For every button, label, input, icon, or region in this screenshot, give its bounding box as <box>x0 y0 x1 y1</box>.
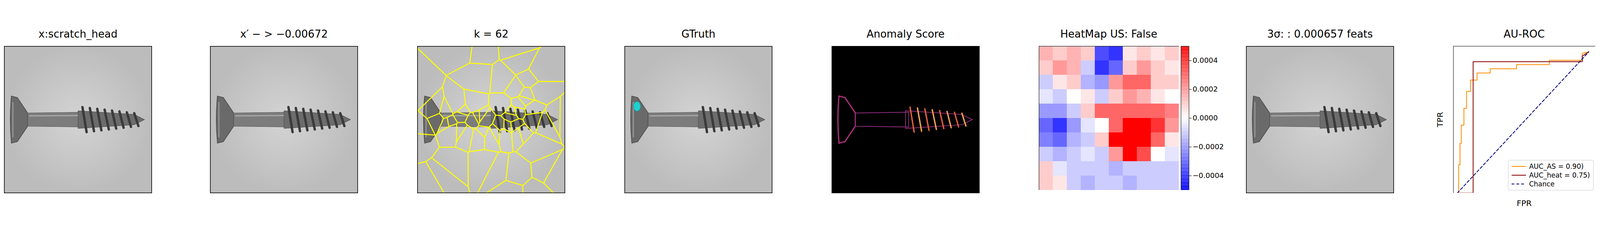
svg-text:0.0004: 0.0004 <box>1192 56 1218 65</box>
html-text:AUC_AS = 0.90): AUC_AS = 0.90) <box>1529 162 1584 171</box>
html-text:AU-ROC: AU-ROC <box>1503 28 1545 40</box>
svg-text:0.0002: 0.0002 <box>1192 84 1218 94</box>
svg-text:−0.0004: −0.0004 <box>1192 171 1224 180</box>
html-text:Chance: Chance <box>1529 180 1555 188</box>
html-text:x′ − > −0.00672: x′ − > −0.00672 <box>240 28 328 40</box>
html-text:FPR: FPR <box>1516 198 1532 208</box>
html-text:AUC_heat = 0.75): AUC_heat = 0.75) <box>1529 171 1590 180</box>
svg-text:−0.0002: −0.0002 <box>1192 142 1224 151</box>
html-text:HeatMap US: False: HeatMap US: False <box>1060 28 1158 40</box>
html-text:TPR: TPR <box>1435 111 1445 128</box>
html-text:k = 62: k = 62 <box>473 28 509 40</box>
html-text:3σ: : 0.000657 feats: 3σ: : 0.000657 feats <box>1267 28 1373 40</box>
html-text:GTruth: GTruth <box>681 28 716 40</box>
svg-text:0.0000: 0.0000 <box>1192 113 1218 122</box>
html-text:x:scratch_head: x:scratch_head <box>38 28 118 40</box>
html-text:Anomaly Score: Anomaly Score <box>866 28 945 40</box>
